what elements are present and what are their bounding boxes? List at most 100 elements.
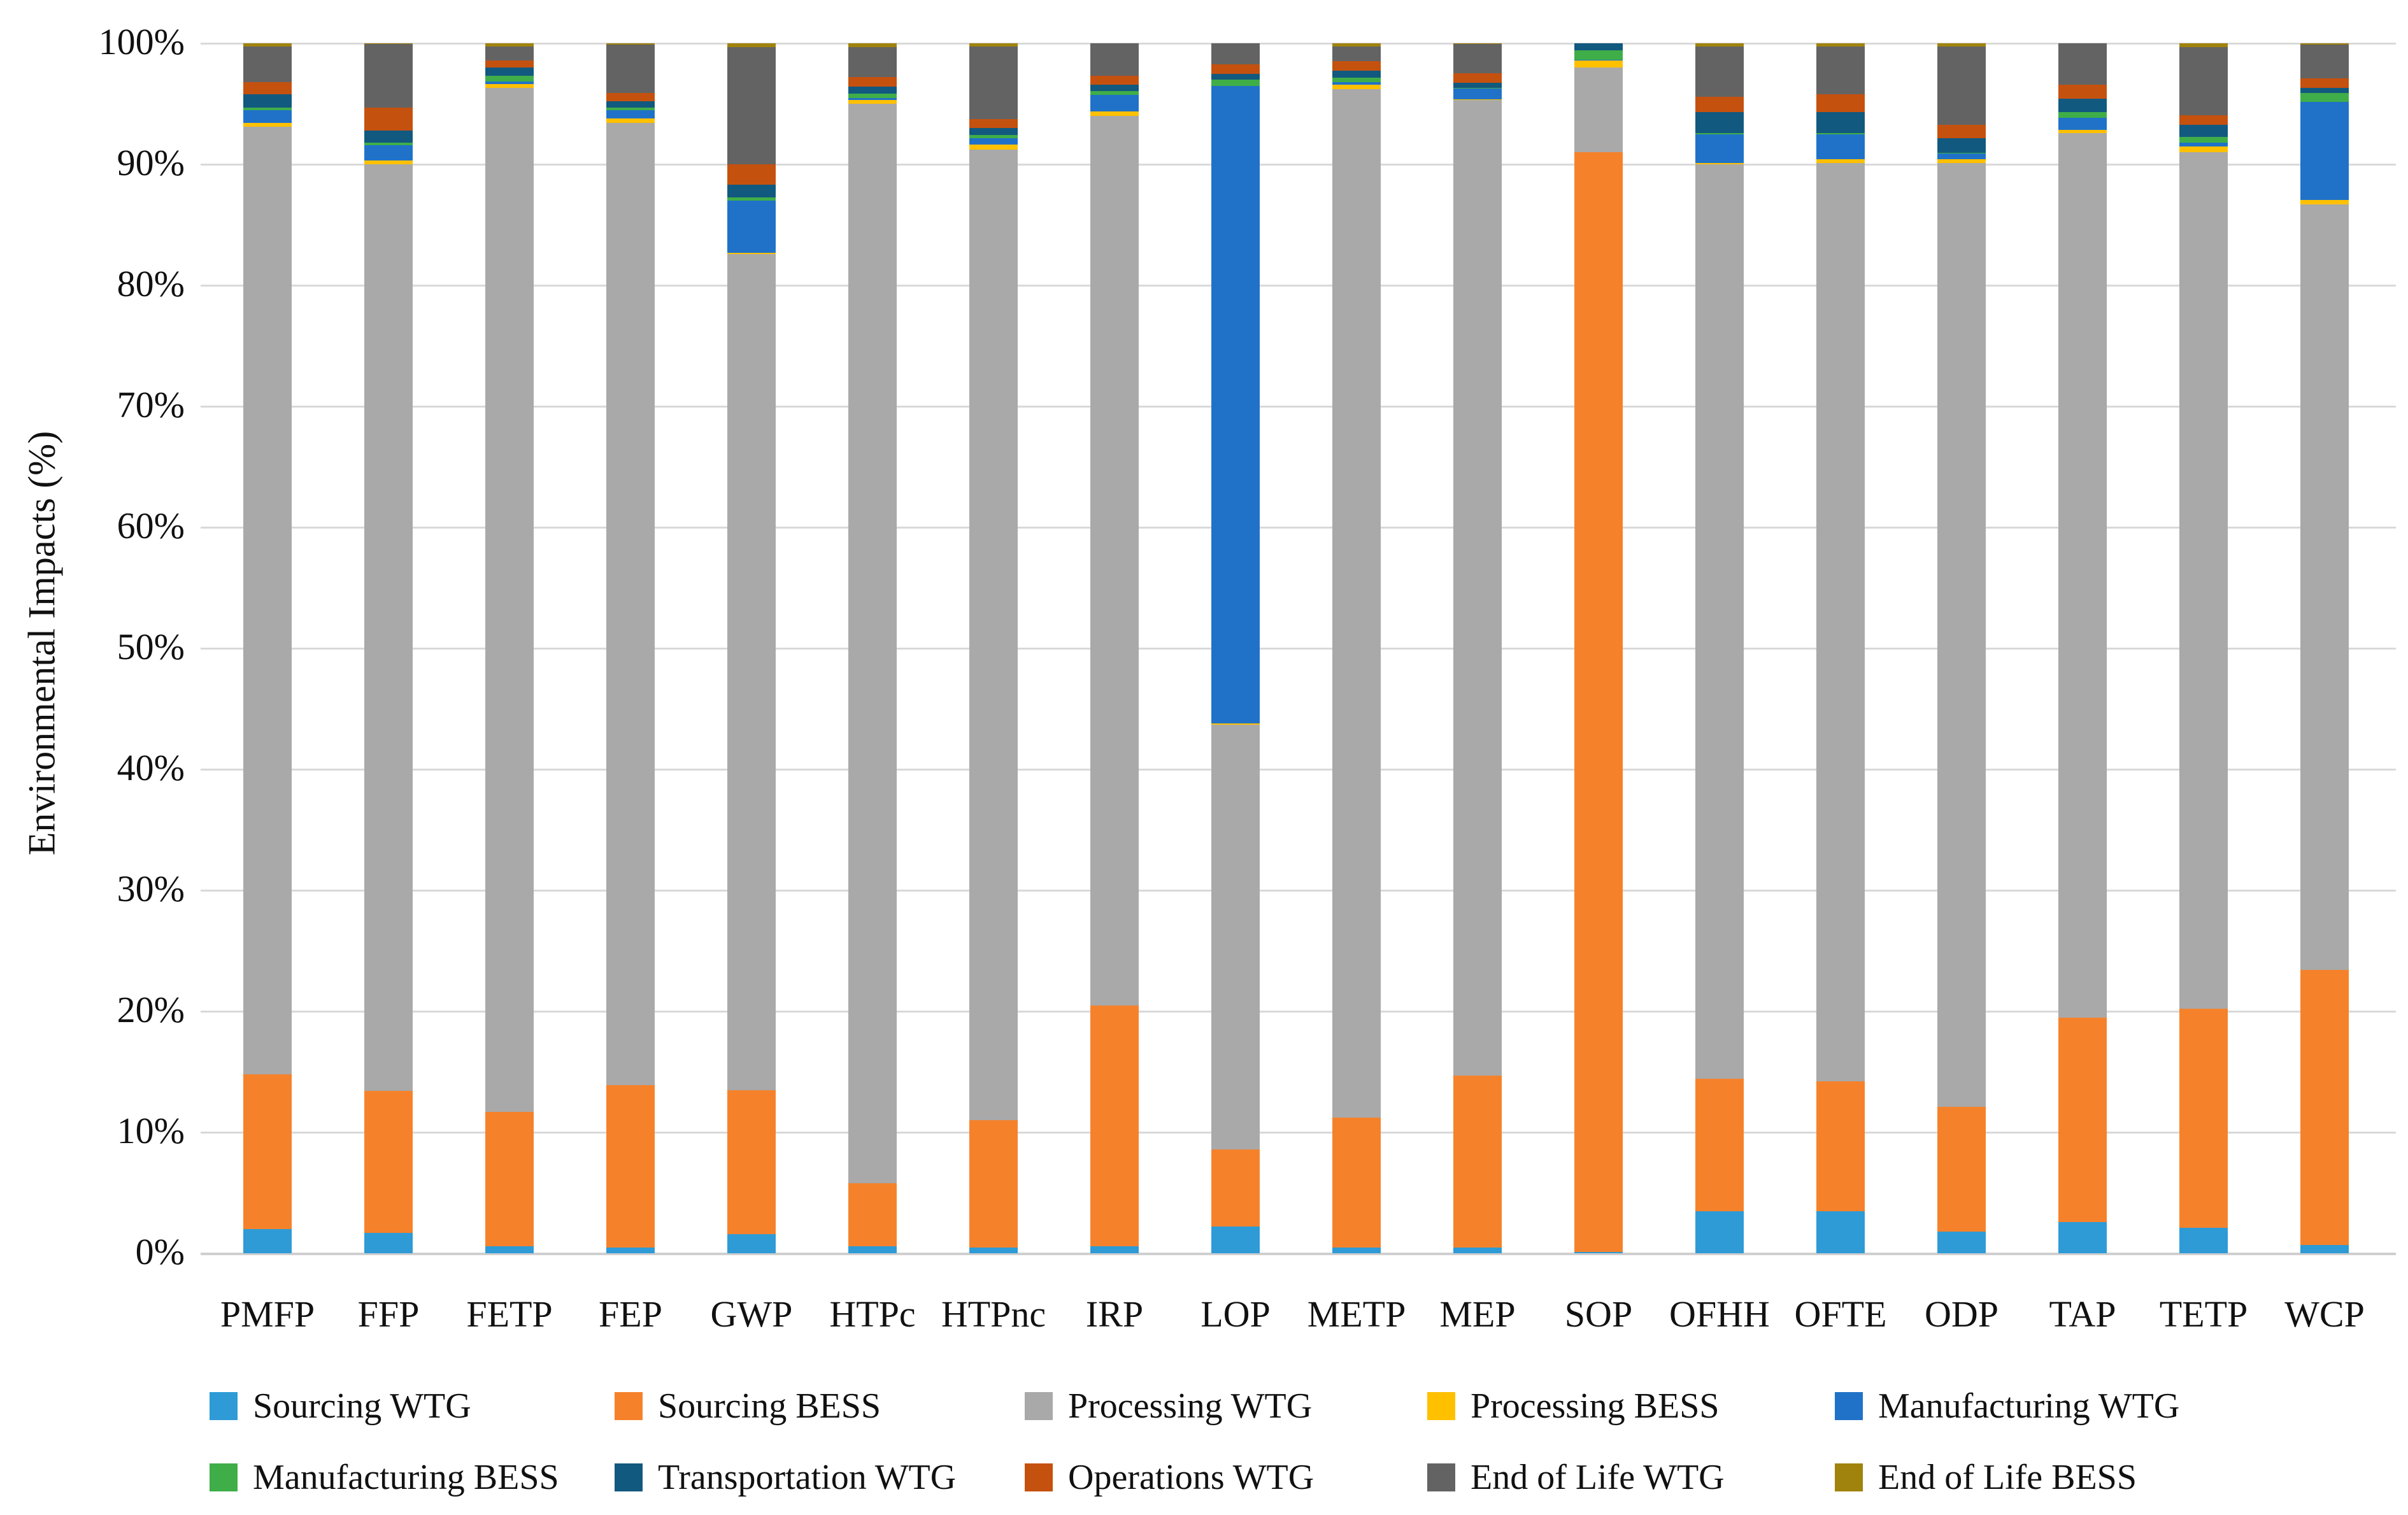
bar-segment xyxy=(364,160,413,165)
bar-segment xyxy=(364,1232,413,1253)
legend-label: Manufacturing WTG xyxy=(1878,1386,2180,1426)
bar-segment xyxy=(243,94,292,108)
bar-segment xyxy=(485,76,534,82)
bar-segment xyxy=(969,1247,1018,1253)
y-tick-label: 100% xyxy=(98,21,185,62)
legend-swatch xyxy=(615,1392,643,1420)
bar-segment xyxy=(243,127,292,1074)
bar-segment xyxy=(969,144,1018,150)
bar-segment xyxy=(2300,44,2349,79)
bar-segment xyxy=(2300,204,2349,971)
x-tick-label: LOP xyxy=(1200,1293,1271,1335)
bar-segment xyxy=(1332,1118,1381,1248)
bar-segment xyxy=(1211,80,1260,86)
bar-segment xyxy=(243,110,292,124)
x-axis-line xyxy=(201,1253,2396,1255)
bar-segment xyxy=(727,46,776,165)
bar-segment xyxy=(1453,100,1502,1076)
bar-segment xyxy=(2179,1009,2228,1228)
bar-segment xyxy=(2058,129,2107,133)
y-tick-label: 70% xyxy=(117,384,185,425)
bar-segment xyxy=(1816,94,1865,113)
bar-segment xyxy=(606,1247,655,1253)
bar-segment xyxy=(2058,84,2107,99)
y-tick-label: 60% xyxy=(117,505,185,546)
bar-segment xyxy=(485,81,534,84)
bar-segment xyxy=(848,104,897,1183)
bar-segment xyxy=(969,1120,1018,1248)
bar-irp xyxy=(1090,43,1139,1253)
bar-segment xyxy=(2179,137,2228,143)
bar-segment xyxy=(848,1183,897,1246)
bar-segment xyxy=(2179,146,2228,153)
bar-segment xyxy=(1453,99,1502,101)
x-tick-label: ODP xyxy=(1924,1293,1999,1335)
bar-segment xyxy=(969,138,1018,145)
x-tick-label: FFP xyxy=(357,1293,420,1335)
bar-segment xyxy=(1332,78,1381,82)
bar-segment xyxy=(727,1234,776,1253)
bar-segment xyxy=(1574,152,1623,1253)
bar-segment xyxy=(243,43,292,46)
bar-segment xyxy=(2300,92,2349,103)
bar-sop xyxy=(1574,43,1623,1253)
bar-segment xyxy=(1332,89,1381,1118)
bar-segment xyxy=(1090,43,1139,76)
bar-fetp xyxy=(485,43,534,1253)
x-tick-label: WCP xyxy=(2284,1293,2365,1335)
bar-segment xyxy=(1453,44,1502,73)
bar-segment xyxy=(1937,1107,1986,1232)
bar-segment xyxy=(1695,134,1744,164)
legend-label: End of Life WTG xyxy=(1471,1458,1725,1497)
bar-segment xyxy=(969,43,1018,46)
bar-segment xyxy=(606,118,655,124)
bar-segment xyxy=(606,1085,655,1248)
bar-segment xyxy=(969,128,1018,136)
y-tick-label: 40% xyxy=(117,747,185,788)
bar-segment xyxy=(606,110,655,118)
bar-segment xyxy=(2058,117,2107,130)
legend-item: Operations WTG xyxy=(1025,1457,1314,1498)
bar-segment xyxy=(485,1111,534,1246)
bar-segment xyxy=(2300,970,2349,1245)
bar-segment xyxy=(1332,70,1381,78)
gridline xyxy=(201,1132,2396,1134)
x-tick-label: OFHH xyxy=(1669,1293,1770,1335)
bar-segment xyxy=(1332,1247,1381,1253)
legend-item: Transportation WTG xyxy=(615,1457,956,1498)
legend-label: Processing WTG xyxy=(1068,1386,1313,1426)
bar-segment xyxy=(2058,43,2107,85)
bar-segment xyxy=(1695,132,1744,134)
legend-label: Processing BESS xyxy=(1471,1386,1720,1426)
gridline xyxy=(201,164,2396,166)
y-tick-label: 10% xyxy=(117,1110,185,1151)
bar-segment xyxy=(727,164,776,185)
legend-swatch xyxy=(615,1463,643,1491)
bar-fep xyxy=(606,43,655,1253)
bar-segment xyxy=(1211,85,1260,723)
legend-swatch xyxy=(1427,1463,1455,1491)
bar-segment xyxy=(2300,43,2349,45)
bar-tap xyxy=(2058,43,2107,1253)
gridline xyxy=(201,285,2396,287)
bar-segment xyxy=(2058,112,2107,118)
bar-segment xyxy=(727,253,776,1090)
bar-segment xyxy=(1211,724,1260,1149)
bar-segment xyxy=(1574,1252,1623,1253)
bar-segment xyxy=(2179,142,2228,147)
legend-item: Manufacturing BESS xyxy=(210,1457,559,1498)
bar-segment xyxy=(243,82,292,94)
bar-segment xyxy=(1816,1211,1865,1253)
legend-label: Manufacturing BESS xyxy=(253,1458,559,1497)
bar-segment xyxy=(1332,46,1381,61)
bar-segment xyxy=(2179,152,2228,1009)
bar-tetp xyxy=(2179,43,2228,1253)
bar-segment xyxy=(1695,96,1744,113)
bar-segment xyxy=(2058,132,2107,1018)
bar-segment xyxy=(2300,200,2349,204)
legend-label: Sourcing BESS xyxy=(658,1386,881,1426)
bar-segment xyxy=(1332,43,1381,46)
bar-segment xyxy=(1937,153,1986,160)
x-tick-label: GWP xyxy=(710,1293,793,1335)
bar-segment xyxy=(1090,111,1139,117)
